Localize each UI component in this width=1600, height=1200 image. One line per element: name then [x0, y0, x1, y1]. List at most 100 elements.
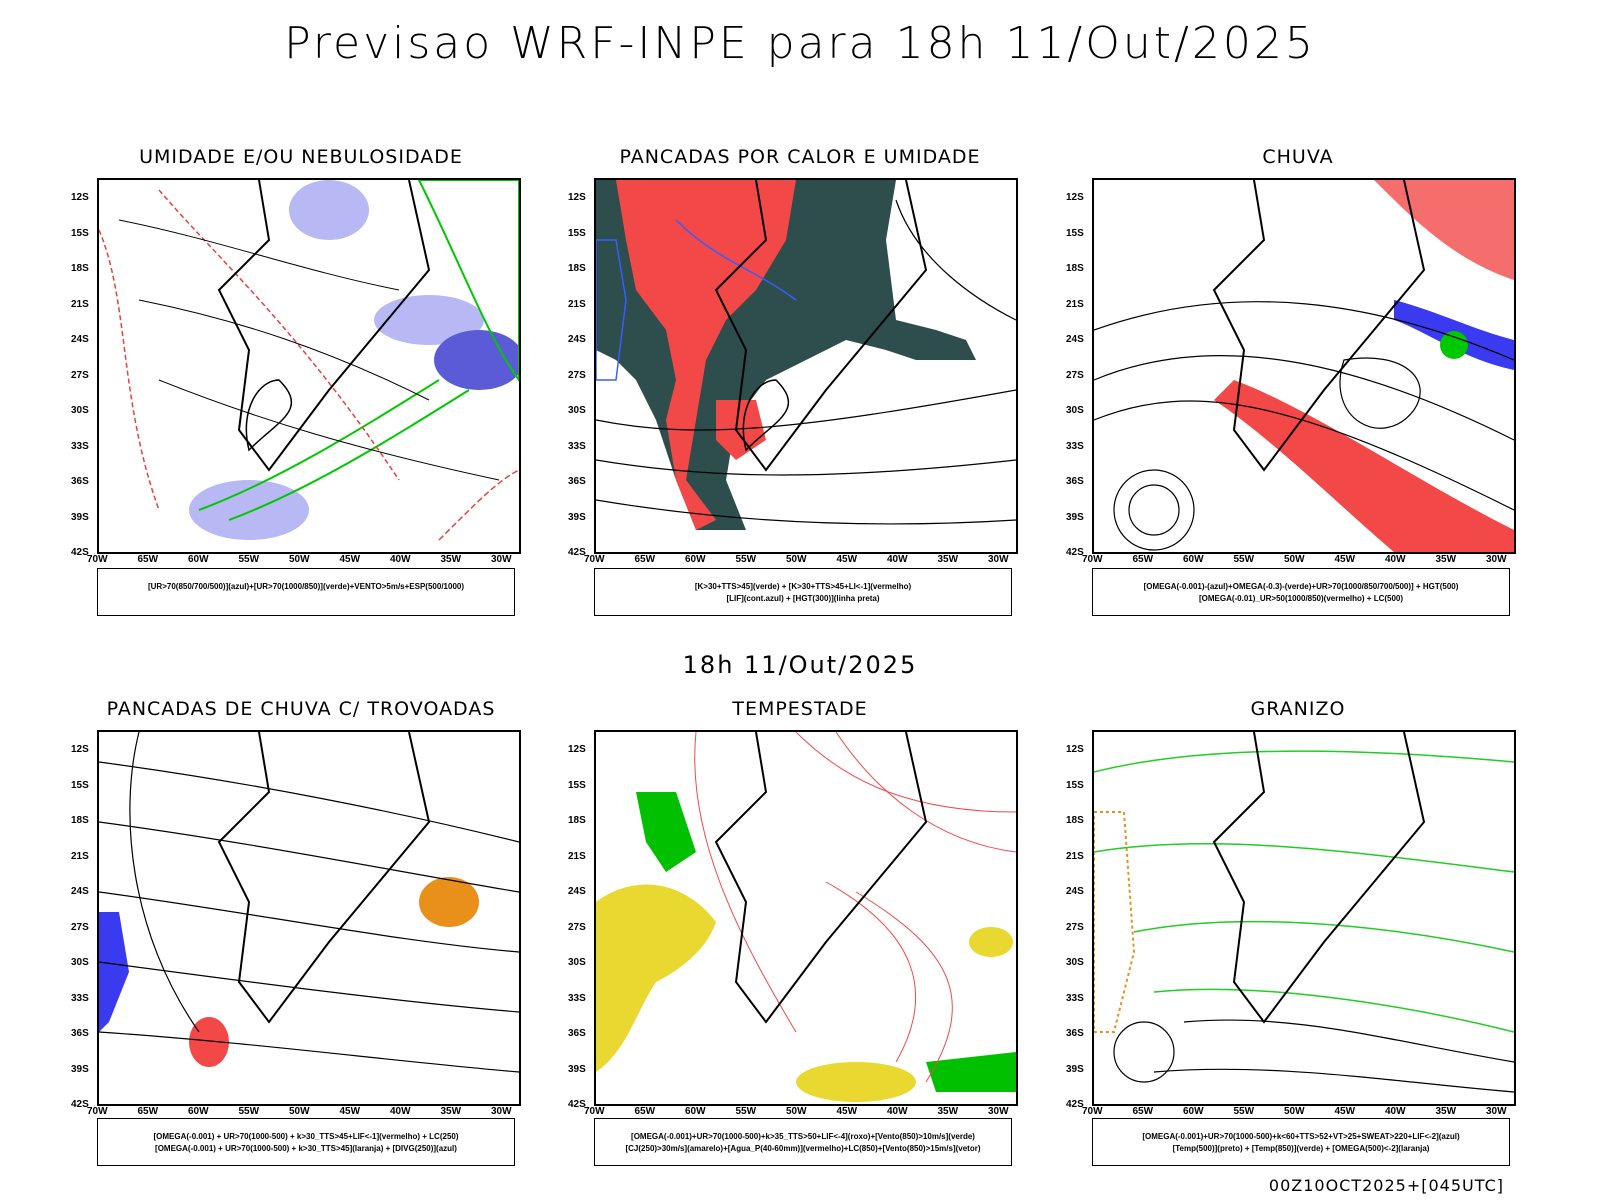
forecast-time-label: 18h 11/Out/2025 — [682, 651, 918, 679]
map-tempestade-svg — [596, 732, 1016, 1102]
lat-tick-label: 30S — [1066, 957, 1084, 968]
lat-tick-label: 30S — [71, 405, 89, 416]
lat-tick-label: 42S — [568, 1099, 586, 1110]
lon-tick-label: 30W — [491, 1106, 512, 1117]
lat-tick-label: 42S — [71, 547, 89, 558]
lon-tick-label: 45W — [1334, 554, 1356, 565]
lat-tick-label: 42S — [1066, 1099, 1084, 1110]
map-pancadas-calor-svg — [596, 180, 1016, 530]
lat-tick-label: 33S — [1066, 992, 1084, 1004]
lon-tick-label: 45W — [339, 1106, 361, 1117]
lat-tick-label: 15S — [1066, 779, 1084, 791]
lat-tick-label: 24S — [568, 886, 586, 897]
legend-chuva: [OMEGA(-0.001)-(azul)+OMEGA(-0.3)-(verde… — [1092, 568, 1510, 616]
lat-tick-label: 39S — [71, 1063, 89, 1075]
lon-tick-label: 70W — [87, 1106, 108, 1117]
lat-tick-label: 15S — [568, 779, 586, 791]
panel-title-chuva: CHUVA — [1262, 146, 1334, 168]
lat-tick-label: 39S — [1066, 1063, 1084, 1075]
lon-tick-label: 70W — [584, 554, 605, 565]
lat-tick-label: 18S — [71, 815, 89, 826]
lat-tick-label: 36S — [71, 476, 89, 487]
legend-line: [UR>70(850/700/500)](azul)+[UR>70(1000/8… — [147, 582, 465, 591]
lat-tick-label: 12S — [71, 192, 89, 203]
legend-line: [OMEGA(-0.001) + UR>70(1000-500) + k>30_… — [155, 1144, 457, 1153]
lon-tick-label: 50W — [786, 554, 807, 565]
lon-tick-label: 30W — [491, 554, 512, 565]
lat-tick-label: 42S — [71, 1099, 89, 1110]
lon-tick-label: 65W — [1132, 1106, 1154, 1117]
lon-tick-label: 30W — [1486, 554, 1507, 565]
lon-tick-label: 60W — [1183, 554, 1204, 565]
lat-tick-label: 24S — [71, 334, 89, 345]
lon-tick-label: 45W — [339, 554, 361, 565]
lon-tick-label: 45W — [1334, 1106, 1356, 1117]
lat-tick-label: 27S — [71, 369, 89, 381]
lat-tick-label: 30S — [1066, 405, 1084, 416]
lon-tick-label: 35W — [440, 1106, 462, 1117]
lat-tick-label: 18S — [1066, 263, 1084, 274]
lon-tick-label: 65W — [634, 554, 656, 565]
lon-tick-label: 70W — [1082, 554, 1103, 565]
legend-line: [K>30+TTS>45](verde) + [K>30+TTS>45+LI<-… — [694, 582, 912, 591]
lon-tick-label: 70W — [584, 1106, 605, 1117]
lon-tick-label: 55W — [1233, 1106, 1255, 1117]
lat-tick-label: 30S — [568, 405, 586, 416]
lat-tick-label: 33S — [71, 992, 89, 1004]
lat-tick-label: 15S — [1066, 227, 1084, 239]
lon-tick-label: 55W — [1233, 554, 1255, 565]
map-chuva — [1092, 178, 1516, 554]
lat-tick-label: 18S — [1066, 815, 1084, 826]
panel-title-tempestade: TEMPESTADE — [732, 698, 868, 720]
lon-tick-label: 50W — [289, 554, 310, 565]
lon-tick-label: 50W — [786, 1106, 807, 1117]
lat-tick-label: 18S — [568, 815, 586, 826]
legend-line: [OMEGA(-0.001) + UR>70(1000-500) + k>30_… — [153, 1132, 459, 1141]
lon-tick-label: 40W — [1385, 554, 1406, 565]
lat-tick-label: 33S — [568, 440, 586, 452]
lat-tick-label: 27S — [568, 369, 586, 381]
lon-tick-label: 65W — [1132, 554, 1154, 565]
lat-tick-label: 36S — [1066, 1028, 1084, 1039]
lat-tick-label: 12S — [1066, 744, 1084, 755]
lat-tick-label: 33S — [568, 992, 586, 1004]
legend-umidade: [UR>70(850/700/500)](azul)+[UR>70(1000/8… — [97, 568, 515, 616]
lon-tick-label: 40W — [887, 554, 908, 565]
lat-tick-label: 15S — [568, 227, 586, 239]
lat-tick-label: 15S — [71, 779, 89, 791]
lon-tick-label: 40W — [390, 554, 411, 565]
lat-tick-label: 36S — [568, 1028, 586, 1039]
lat-tick-label: 21S — [568, 298, 586, 310]
legend-pancadas-calor: [K>30+TTS>45](verde) + [K>30+TTS>45+LI<-… — [594, 568, 1012, 616]
lat-tick-label: 21S — [71, 850, 89, 862]
run-info: 00Z10OCT2025+[045UTC] — [1268, 1176, 1504, 1195]
map-tempestade — [594, 730, 1018, 1106]
map-granizo-svg — [1094, 732, 1514, 1093]
lon-tick-label: 50W — [289, 1106, 310, 1117]
lat-tick-label: 24S — [1066, 886, 1084, 897]
map-umidade — [97, 178, 521, 554]
lat-tick-label: 18S — [568, 263, 586, 274]
lat-tick-label: 39S — [568, 1063, 586, 1075]
lon-tick-label: 70W — [87, 554, 108, 565]
lat-tick-label: 33S — [71, 440, 89, 452]
lat-tick-label: 12S — [71, 744, 89, 755]
lat-tick-label: 15S — [71, 227, 89, 239]
lon-tick-label: 65W — [137, 1106, 159, 1117]
lat-tick-label: 36S — [71, 1028, 89, 1039]
lat-tick-label: 24S — [568, 334, 586, 345]
legend-tempestade: [OMEGA(-0.001)+UR>70(1000-500)+k>35_TTS>… — [594, 1118, 1012, 1166]
lon-tick-label: 40W — [1385, 1106, 1406, 1117]
lat-tick-label: 36S — [1066, 476, 1084, 487]
lon-tick-label: 60W — [188, 554, 209, 565]
panel-title-trovoadas: PANCADAS DE CHUVA C/ TROVOADAS — [106, 698, 496, 720]
lat-tick-label: 12S — [568, 744, 586, 755]
map-umidade-svg — [99, 180, 519, 541]
lat-tick-label: 30S — [71, 957, 89, 968]
lat-tick-label: 30S — [568, 957, 586, 968]
lat-tick-label: 21S — [71, 298, 89, 310]
panel-title-umidade: UMIDADE E/OU NEBULOSIDADE — [139, 146, 463, 168]
map-granizo — [1092, 730, 1516, 1106]
lon-tick-label: 55W — [735, 554, 757, 565]
lon-tick-label: 50W — [1284, 1106, 1305, 1117]
